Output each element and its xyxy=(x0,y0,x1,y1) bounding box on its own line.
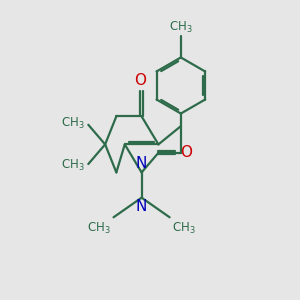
Text: CH$_3$: CH$_3$ xyxy=(61,116,85,131)
Text: N: N xyxy=(136,199,147,214)
Text: O: O xyxy=(180,145,192,160)
Text: N: N xyxy=(136,156,147,171)
Text: CH$_3$: CH$_3$ xyxy=(169,20,193,35)
Text: CH$_3$: CH$_3$ xyxy=(172,221,196,236)
Text: O: O xyxy=(134,73,146,88)
Text: CH$_3$: CH$_3$ xyxy=(87,221,111,236)
Text: CH$_3$: CH$_3$ xyxy=(61,158,85,173)
